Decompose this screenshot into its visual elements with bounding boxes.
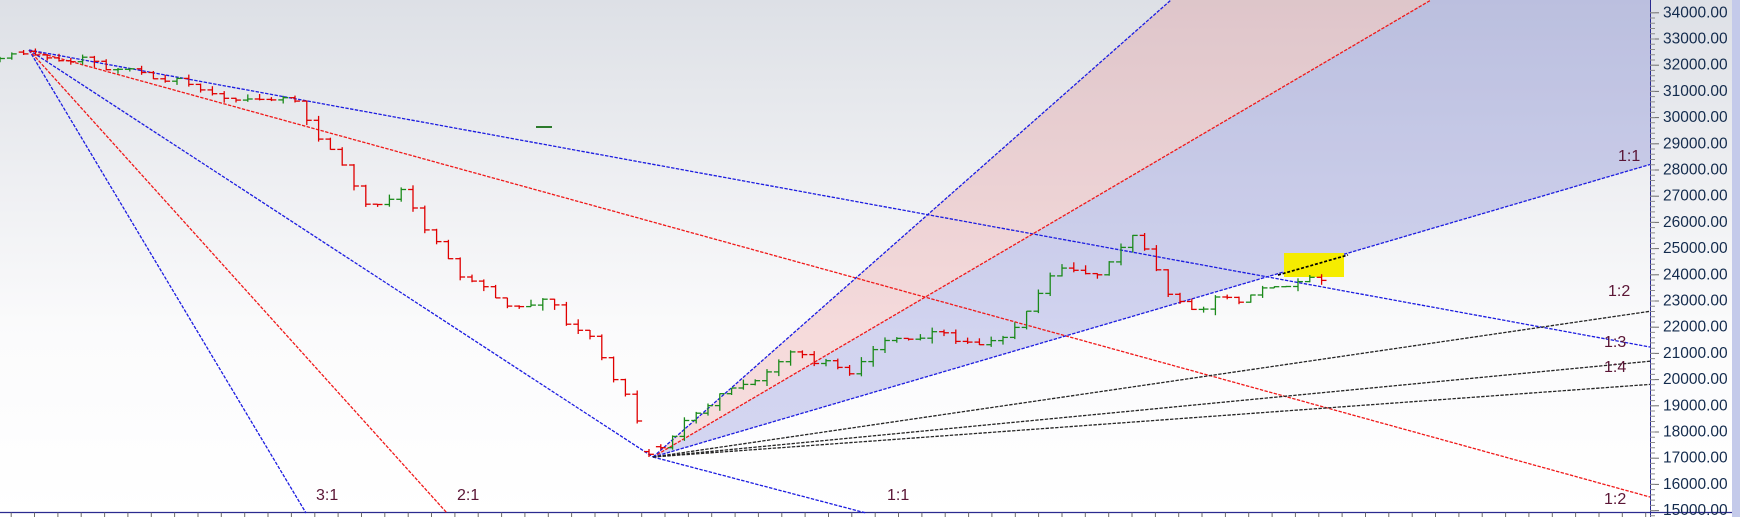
svg-text:2:1: 2:1 bbox=[457, 487, 479, 504]
svg-text:1:2: 1:2 bbox=[1608, 283, 1630, 300]
svg-text:1:1: 1:1 bbox=[887, 487, 909, 504]
svg-text:29000.00: 29000.00 bbox=[1663, 135, 1728, 152]
svg-text:21000.00: 21000.00 bbox=[1663, 345, 1728, 362]
svg-text:23000.00: 23000.00 bbox=[1663, 293, 1728, 310]
svg-text:27000.00: 27000.00 bbox=[1663, 188, 1728, 205]
svg-text:20000.00: 20000.00 bbox=[1663, 371, 1728, 388]
svg-text:32000.00: 32000.00 bbox=[1663, 57, 1728, 74]
svg-text:1:3: 1:3 bbox=[1604, 334, 1626, 351]
svg-text:24000.00: 24000.00 bbox=[1663, 266, 1728, 283]
svg-text:3:1: 3:1 bbox=[316, 487, 338, 504]
svg-text:1:2: 1:2 bbox=[1604, 491, 1626, 508]
svg-text:16000.00: 16000.00 bbox=[1663, 476, 1728, 493]
svg-text:1:4: 1:4 bbox=[1604, 359, 1626, 376]
svg-text:15000.00: 15000.00 bbox=[1663, 502, 1728, 517]
svg-text:22000.00: 22000.00 bbox=[1663, 319, 1728, 336]
svg-text:28000.00: 28000.00 bbox=[1663, 162, 1728, 179]
svg-text:18000.00: 18000.00 bbox=[1663, 424, 1728, 441]
svg-text:31000.00: 31000.00 bbox=[1663, 83, 1728, 100]
svg-text:26000.00: 26000.00 bbox=[1663, 214, 1728, 231]
svg-text:19000.00: 19000.00 bbox=[1663, 397, 1728, 414]
svg-text:34000.00: 34000.00 bbox=[1663, 4, 1728, 21]
svg-text:1:1: 1:1 bbox=[1618, 148, 1640, 165]
svg-text:17000.00: 17000.00 bbox=[1663, 450, 1728, 467]
svg-text:33000.00: 33000.00 bbox=[1663, 31, 1728, 48]
svg-text:30000.00: 30000.00 bbox=[1663, 109, 1728, 126]
svg-text:25000.00: 25000.00 bbox=[1663, 240, 1728, 257]
